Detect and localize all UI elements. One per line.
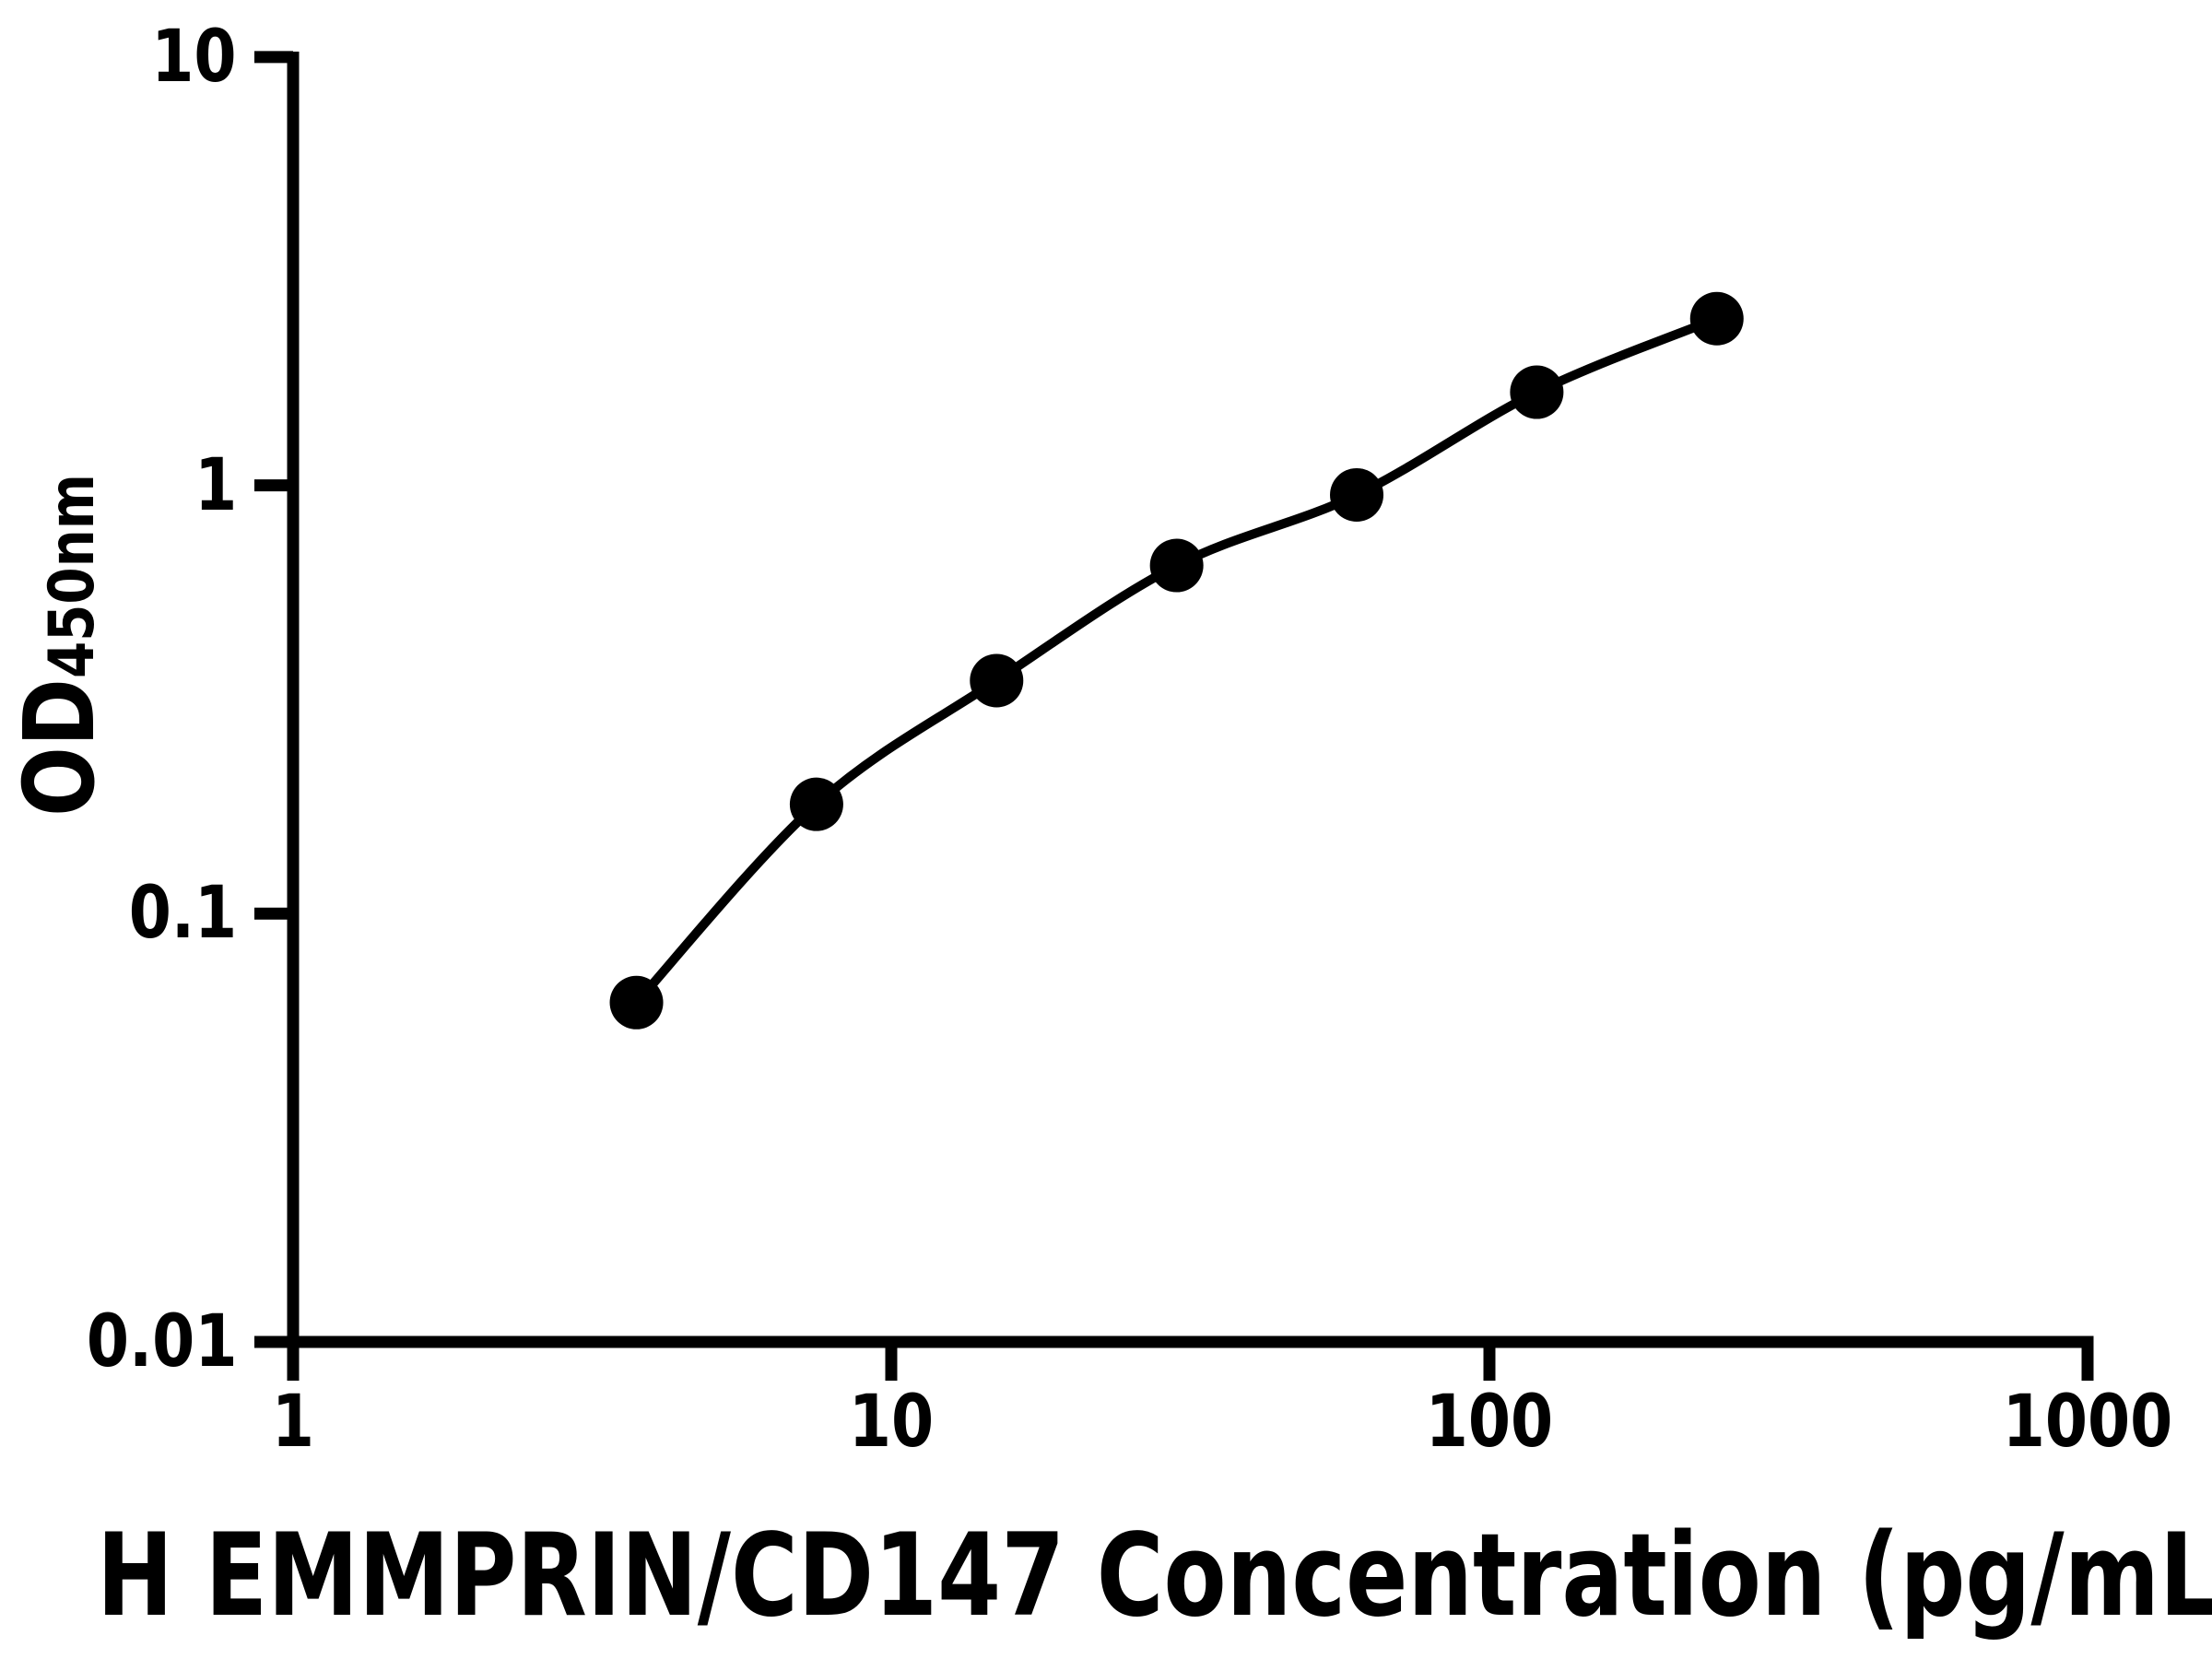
x-axis-title: H EMMPRIN/CD147 Concentration (pg/mL: [97, 1510, 2212, 1642]
curve-line: [631, 313, 1722, 1007]
x-tick-label: 1: [271, 1381, 315, 1464]
y-axis-title: OD 450nm: [4, 473, 132, 818]
data-point-marker: [609, 975, 664, 1030]
y-axis-title-main: OD: [4, 678, 116, 818]
data-point-marker: [1330, 467, 1384, 522]
y-tick-label: 1: [194, 443, 237, 527]
data-point-marker: [970, 653, 1024, 708]
y-tick-label: 0.01: [86, 1300, 237, 1383]
y-tick-label: 0.1: [128, 872, 237, 956]
x-tick-label: 1000: [2002, 1381, 2173, 1464]
data-point-marker: [1689, 291, 1744, 346]
y-axis-title-subscript: 450nm: [36, 474, 109, 679]
data-point-marker: [789, 777, 843, 831]
data-point-marker: [1510, 365, 1564, 419]
data-point-marker: [1149, 538, 1204, 593]
x-tick-label: 100: [1425, 1381, 1554, 1464]
x-tick-label: 10: [848, 1381, 935, 1464]
y-tick-label: 10: [151, 15, 237, 99]
